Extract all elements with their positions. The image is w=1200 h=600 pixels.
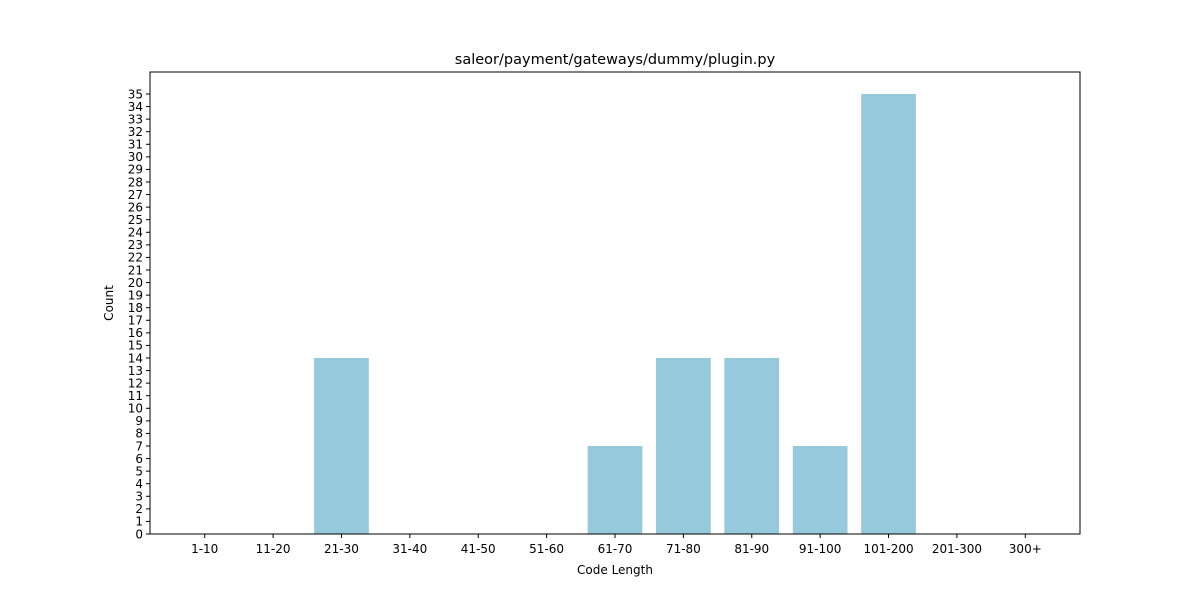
bar-91-100 <box>792 446 848 534</box>
x-tick-label: 31-40 <box>392 542 427 556</box>
x-tick-label: 91-100 <box>799 542 842 556</box>
bars-group <box>314 94 916 534</box>
x-tick-label: 81-90 <box>734 542 769 556</box>
y-tick-label: 19 <box>128 288 143 302</box>
x-tick-label: 11-20 <box>256 542 291 556</box>
y-tick-label: 29 <box>128 163 143 177</box>
bar-61-70 <box>587 446 643 534</box>
chart-title: saleor/payment/gateways/dummy/plugin.py <box>455 52 776 68</box>
x-tick-label: 61-70 <box>598 542 633 556</box>
y-tick-label: 13 <box>128 364 143 378</box>
y-tick-label: 30 <box>128 150 143 164</box>
y-tick-label: 2 <box>135 502 143 516</box>
x-tick-label: 101-200 <box>863 542 913 556</box>
x-tick-label: 41-50 <box>461 542 496 556</box>
y-tick-label: 35 <box>128 87 143 101</box>
y-tick-label: 27 <box>128 188 143 202</box>
x-tick-label: 51-60 <box>529 542 564 556</box>
bar-101-200 <box>861 94 916 534</box>
x-tick-label: 21-30 <box>324 542 359 556</box>
y-tick-label: 24 <box>128 226 143 240</box>
y-tick-label: 25 <box>128 213 143 227</box>
y-tick-label: 15 <box>128 339 143 353</box>
y-tick-label: 4 <box>135 477 143 491</box>
plot-frame <box>149 71 1081 535</box>
y-tick-label: 8 <box>135 427 143 441</box>
y-tick-label: 33 <box>128 112 143 126</box>
y-tick-label: 6 <box>135 452 143 466</box>
y-tick-label: 3 <box>135 490 143 504</box>
y-axis-label: Count <box>102 285 116 321</box>
y-tick-label: 9 <box>135 414 143 428</box>
y-tick-label: 32 <box>128 125 143 139</box>
y-tick-label: 20 <box>128 276 143 290</box>
y-tick-label: 22 <box>128 251 143 265</box>
y-tick-label: 18 <box>128 301 143 315</box>
bar-21-30 <box>314 358 369 534</box>
y-tick-label: 28 <box>128 175 143 189</box>
bar-71-80 <box>656 358 711 534</box>
y-tick-label: 17 <box>128 314 143 328</box>
x-axis-label: Code Length <box>577 563 653 577</box>
y-axis-ticks: 0123456789101112131415161718192021222324… <box>128 87 150 541</box>
x-tick-label: 1-10 <box>191 542 218 556</box>
y-tick-label: 26 <box>128 200 143 214</box>
x-tick-label: 300+ <box>1009 542 1042 556</box>
y-tick-label: 23 <box>128 238 143 252</box>
y-tick-label: 5 <box>135 464 143 478</box>
y-tick-label: 10 <box>128 402 143 416</box>
x-tick-label: 201-300 <box>932 542 982 556</box>
y-tick-label: 14 <box>128 351 143 365</box>
y-tick-label: 1 <box>135 515 143 529</box>
y-tick-label: 21 <box>128 263 143 277</box>
y-tick-label: 16 <box>128 326 143 340</box>
x-axis-ticks: 1-10 11-20 21-30 31-40 41-50 51-60 61-70 71-80 8… <box>191 534 1042 556</box>
y-tick-label: 12 <box>128 376 143 390</box>
y-tick-label: 31 <box>128 138 143 152</box>
y-tick-label: 11 <box>128 389 143 403</box>
x-tick-label: 71-80 <box>666 542 701 556</box>
y-tick-label: 34 <box>128 100 143 114</box>
bar-81-90 <box>724 358 780 534</box>
y-tick-label: 0 <box>135 527 143 541</box>
y-tick-label: 7 <box>135 439 143 453</box>
